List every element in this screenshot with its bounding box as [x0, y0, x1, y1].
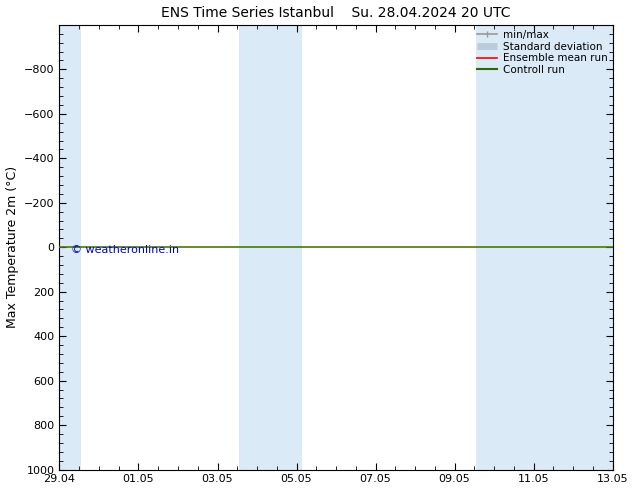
Bar	[476, 25, 612, 469]
Bar	[60, 25, 81, 469]
Legend: min/max, Standard deviation, Ensemble mean run, Controll run: min/max, Standard deviation, Ensemble me…	[474, 28, 609, 77]
Text: © weatheronline.in: © weatheronline.in	[70, 245, 179, 255]
Title: ENS Time Series Istanbul    Su. 28.04.2024 20 UTC: ENS Time Series Istanbul Su. 28.04.2024 …	[161, 5, 511, 20]
Bar	[239, 25, 302, 469]
Y-axis label: Max Temperature 2m (°C): Max Temperature 2m (°C)	[6, 166, 18, 328]
